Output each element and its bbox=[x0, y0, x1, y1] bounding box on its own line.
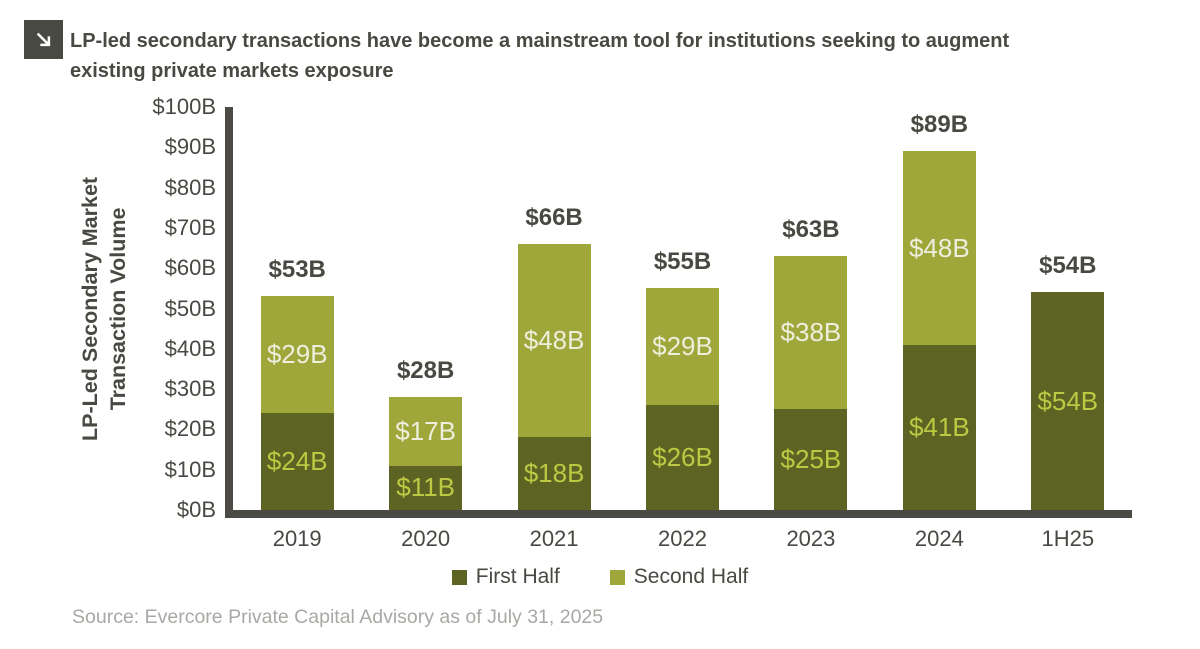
x-axis-tick-label-2019: 2019 bbox=[272, 526, 322, 551]
bar-segment-label: $26B bbox=[652, 442, 713, 473]
bar-segment-label: $18B bbox=[523, 458, 585, 489]
x-axis-tick-label-1H25: 1H25 bbox=[1041, 526, 1095, 551]
x-axis-tick-label-2022: 2022 bbox=[658, 526, 707, 551]
bar-segment-label: $29B bbox=[652, 331, 713, 362]
bar-total-label-1H25: $54B bbox=[1039, 252, 1097, 280]
bar-segment-first-half-2020: $11B bbox=[389, 465, 463, 510]
bar-total-label-2023: $63B bbox=[782, 216, 840, 244]
source-note: Source: Evercore Private Capital Advisor… bbox=[72, 606, 604, 628]
bar-segment-second-half-2022: $29B bbox=[646, 288, 719, 406]
y-axis-tick-label: $40B bbox=[164, 335, 216, 361]
legend-label-first-half: First Half bbox=[475, 565, 560, 588]
y-axis-tick-label: $100B bbox=[152, 94, 216, 119]
bar-segment-label: $38B bbox=[780, 317, 842, 348]
chart-title: LP-led secondary transactions have becom… bbox=[70, 26, 1180, 86]
legend-item-second-half: Second Half bbox=[609, 565, 749, 589]
bar-segment-label: $25B bbox=[780, 444, 842, 475]
bar-segment-first-half-2022: $26B bbox=[646, 405, 719, 510]
bar-segment-first-half-1H25: $54B bbox=[1031, 292, 1105, 510]
bar-segment-label: $54B bbox=[1037, 385, 1099, 416]
y-axis-ticks: $0B $10B $20B $30B $40B $50B $60B $70B $80B $90B $… bbox=[0, 94, 216, 522]
bar-segment-label: $48B bbox=[908, 232, 970, 263]
bar-segment-second-half-2021: $48B bbox=[517, 244, 591, 438]
x-axis-tick-label-2024: 2024 bbox=[914, 526, 964, 551]
bar-total-label-2021: $66B bbox=[525, 204, 583, 232]
legend-swatch-second-half bbox=[609, 569, 625, 585]
plot-area: $24B $29B $53B $11B $17B $28B $18B $48B $66B $26B… bbox=[225, 107, 1132, 518]
bar-segment-label: $29B bbox=[266, 339, 328, 370]
y-axis-tick-label: $30B bbox=[164, 376, 216, 402]
bar-total-label-2022: $55B bbox=[653, 248, 712, 276]
bar-total-label-2020: $28B bbox=[396, 357, 455, 385]
legend-label-second-half: Second Half bbox=[633, 565, 749, 588]
y-axis-tick-label: $20B bbox=[164, 416, 216, 442]
x-axis-tick-label-2021: 2021 bbox=[529, 526, 579, 551]
bar-segment-second-half-2019: $29B bbox=[260, 296, 334, 414]
x-axis-tick-label-2023: 2023 bbox=[786, 526, 836, 551]
legend-item-first-half: First Half bbox=[451, 565, 560, 589]
bar-segment-first-half-2019: $24B bbox=[260, 413, 334, 510]
bar-total-label-2019: $53B bbox=[268, 256, 326, 284]
bar-segment-first-half-2023: $25B bbox=[774, 409, 848, 510]
chart-title-line-1: LP-led secondary transactions have becom… bbox=[70, 30, 1010, 52]
bar-segment-label: $17B bbox=[395, 415, 456, 446]
x-axis-tick-label-2020: 2020 bbox=[401, 526, 451, 551]
legend-swatch-first-half bbox=[451, 569, 467, 585]
bar-segment-second-half-2023: $38B bbox=[774, 256, 848, 410]
arrow-down-right-icon bbox=[24, 20, 63, 59]
bar-segment-first-half-2024: $41B bbox=[902, 344, 976, 510]
y-axis-tick-label: $60B bbox=[164, 255, 216, 281]
y-axis-tick-label: $80B bbox=[164, 174, 216, 200]
y-axis-tick-label: $50B bbox=[164, 295, 216, 321]
y-axis-tick-label: $90B bbox=[164, 134, 216, 160]
y-axis-tick-label: $10B bbox=[164, 456, 216, 482]
bar-segment-second-half-2020: $17B bbox=[389, 397, 463, 466]
bar-segment-label: $41B bbox=[908, 411, 970, 442]
bar-segment-label: $24B bbox=[266, 446, 328, 477]
legend: First Half Second Half bbox=[0, 565, 1200, 589]
bar-segment-first-half-2021: $18B bbox=[517, 437, 591, 510]
bar-total-label-2024: $89B bbox=[910, 111, 969, 139]
bar-segment-label: $48B bbox=[523, 325, 585, 356]
x-axis-labels: 2019 2020 2021 2022 2023 2024 1H25 bbox=[233, 526, 1132, 554]
chart-title-line-2: existing private markets exposure bbox=[70, 60, 394, 82]
y-axis-tick-label: $70B bbox=[164, 214, 216, 240]
y-axis-tick-label: $0B bbox=[176, 497, 216, 522]
bar-segment-label: $11B bbox=[396, 472, 456, 503]
bar-segment-second-half-2024: $48B bbox=[902, 151, 976, 345]
